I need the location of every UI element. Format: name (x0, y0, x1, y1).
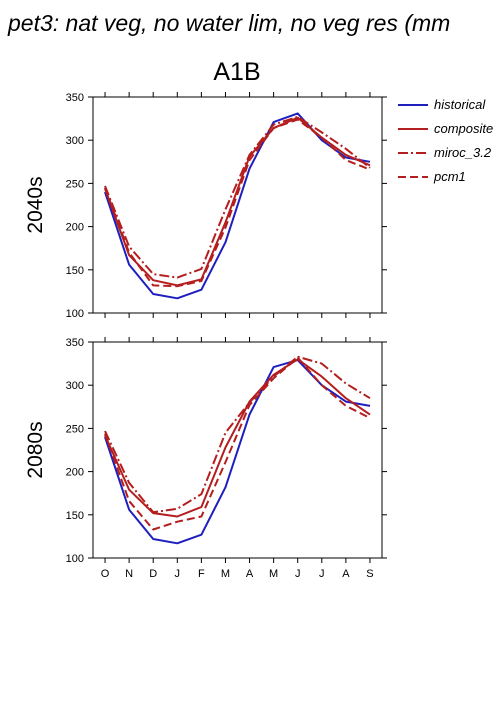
x-tick-label: M (269, 568, 278, 580)
y-tick-label: 150 (66, 510, 84, 522)
y-tick-label: 100 (66, 553, 84, 565)
y-tick-label: 100 (66, 308, 84, 320)
panel-2040s: 100 150 200 250 300 350 2040s (24, 92, 387, 320)
row-label-2080s: 2080s (24, 421, 47, 478)
scenario-title: A1B (213, 58, 260, 86)
series-line-miroc_3.2 (104, 115, 371, 279)
legend-item-pcm1: pcm1 (398, 169, 466, 184)
x-tick-label: S (366, 568, 373, 580)
plot-frame (92, 341, 383, 559)
plot-frame (92, 96, 383, 314)
y-tick-label: 350 (66, 92, 84, 104)
x-tick-label: A (246, 568, 254, 580)
x-tick-label: A (342, 568, 350, 580)
x-tick-label: N (125, 568, 133, 580)
legend-item-miroc: miroc_3.2 (398, 145, 492, 160)
legend: historical composite miroc_3.2 pcm1 (398, 97, 493, 184)
legend-label-composite: composite (434, 121, 493, 136)
y-tick-label: 350 (66, 337, 84, 349)
y-tick-label: 300 (66, 135, 84, 147)
series-line-pcm1 (104, 118, 371, 288)
legend-label-historical: historical (434, 97, 486, 112)
panel-2080s: 100 150 200 250 300 350 O N D J F M A M J J A S 2080s (24, 337, 387, 580)
row-label-2040s: 2040s (24, 176, 47, 233)
series-line-historical (104, 359, 371, 545)
legend-label-pcm1: pcm1 (433, 169, 466, 184)
x-tick-label: J (295, 568, 301, 580)
series-line-pcm1 (104, 356, 371, 531)
legend-item-composite: composite (398, 121, 493, 136)
series-line-historical (104, 112, 371, 300)
x-tick-label: O (101, 568, 110, 580)
y-tick-label: 250 (66, 423, 84, 435)
series-line-composite (104, 358, 371, 518)
x-tick-label: J (175, 568, 181, 580)
y-tick-label: 250 (66, 178, 84, 190)
legend-label-miroc: miroc_3.2 (434, 145, 492, 160)
y-tick-label: 200 (66, 467, 84, 479)
y-tick-label: 200 (66, 222, 84, 234)
x-tick-label: M (221, 568, 230, 580)
series-line-composite (104, 116, 371, 287)
main-title: pet3: nat veg, no water lim, no veg res … (7, 10, 450, 36)
y-tick-label: 150 (66, 265, 84, 277)
legend-item-historical: historical (398, 97, 486, 112)
y-tick-label: 300 (66, 380, 84, 392)
x-tick-label: F (198, 568, 205, 580)
series-line-miroc_3.2 (104, 355, 371, 514)
x-tick-label: J (319, 568, 325, 580)
x-tick-label: D (149, 568, 157, 580)
